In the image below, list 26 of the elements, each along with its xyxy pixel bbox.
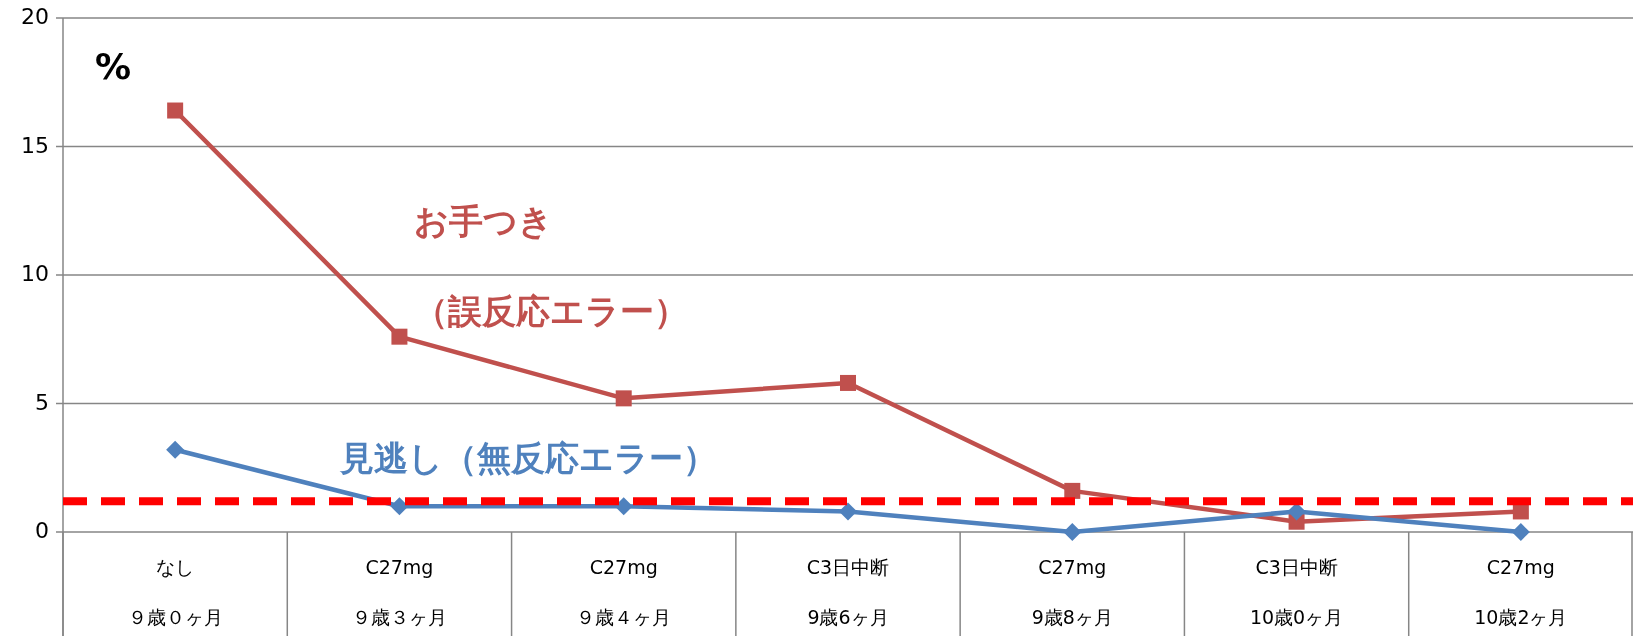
- point: [840, 374, 856, 391]
- point: [1064, 482, 1081, 499]
- y-tick-label: 20: [21, 4, 49, 29]
- point: [614, 497, 633, 516]
- category-label: C27mg10歳2ヶ月: [1474, 555, 1568, 628]
- point: [615, 390, 632, 407]
- category-label: C27mg9歳8ヶ月: [1031, 555, 1113, 628]
- category-label: C27mg９歳４ヶ月: [576, 555, 672, 628]
- category-label: C3日中断10歳0ヶ月: [1249, 555, 1344, 628]
- point: [839, 502, 857, 521]
- y-tick-label: 5: [35, 389, 49, 415]
- series-label: 見逃し（無反応エラー）: [339, 437, 718, 478]
- point: [1511, 523, 1530, 541]
- category-label: なし９歳０ヶ月: [127, 555, 223, 628]
- point: [1063, 523, 1082, 541]
- category-label: C3日中断9歳6ヶ月: [806, 555, 890, 628]
- y-axis-title: %: [95, 46, 132, 88]
- y-tick-label: 10: [21, 261, 49, 286]
- point: [390, 497, 409, 516]
- y-tick-label: 15: [21, 132, 49, 158]
- y-tick-label: 0: [35, 518, 49, 543]
- text: お手つき（誤反応エラー）: [414, 201, 689, 332]
- point: [391, 328, 408, 345]
- point: [166, 440, 185, 459]
- point: [167, 102, 184, 119]
- category-label: C27mg９歳３ヶ月: [351, 555, 447, 628]
